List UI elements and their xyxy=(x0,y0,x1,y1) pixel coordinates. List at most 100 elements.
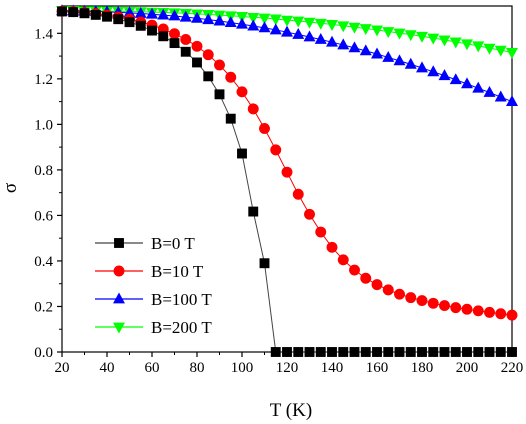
data-point xyxy=(270,144,282,156)
data-point xyxy=(472,305,484,317)
data-point xyxy=(123,6,136,18)
data-point xyxy=(79,8,90,19)
data-point xyxy=(57,6,67,17)
data-point xyxy=(360,272,372,284)
data-point xyxy=(179,10,192,22)
data-point xyxy=(247,103,259,115)
data-point xyxy=(192,57,202,68)
data-point xyxy=(202,49,214,61)
data-point xyxy=(506,95,518,107)
data-point xyxy=(258,13,271,25)
x-tick-label: 200 xyxy=(456,360,479,376)
data-point xyxy=(158,31,169,42)
data-point xyxy=(348,41,361,53)
x-tick-label: 80 xyxy=(190,360,205,376)
data-point xyxy=(472,81,485,93)
series-layer xyxy=(56,4,518,357)
data-point xyxy=(259,258,270,269)
data-point xyxy=(416,61,428,73)
legend-item: B=0 T xyxy=(95,234,195,253)
data-point xyxy=(427,65,440,77)
data-point xyxy=(326,35,338,47)
data-point xyxy=(113,14,124,25)
data-point xyxy=(135,20,146,31)
data-point xyxy=(473,347,484,357)
data-point xyxy=(461,39,473,51)
data-point xyxy=(450,302,462,314)
data-point xyxy=(247,19,260,31)
data-point xyxy=(180,46,191,57)
data-point xyxy=(314,32,327,44)
data-point xyxy=(214,59,225,71)
data-point xyxy=(102,11,112,22)
data-point xyxy=(348,22,361,34)
data-point xyxy=(393,28,406,40)
data-point xyxy=(472,41,485,53)
y-tick-label: 0.6 xyxy=(34,208,53,224)
data-point xyxy=(438,69,451,81)
x-tick-label: 60 xyxy=(145,360,160,376)
legend-item: B=200 T xyxy=(95,318,212,337)
legend-marker xyxy=(113,265,125,277)
data-point xyxy=(269,14,282,26)
data-point xyxy=(371,25,383,37)
y-axis-label: σ xyxy=(0,183,21,193)
data-point xyxy=(438,35,451,47)
y-tick-label: 0.8 xyxy=(34,163,53,179)
data-point xyxy=(416,295,428,307)
y-tick-label: 1.0 xyxy=(34,117,53,133)
data-point xyxy=(382,27,395,38)
data-point xyxy=(394,288,405,300)
data-point xyxy=(304,208,315,220)
data-point xyxy=(236,86,248,98)
legend-marker xyxy=(113,322,125,334)
data-point xyxy=(315,226,327,238)
data-point xyxy=(168,9,181,21)
y-tick-label: 0.0 xyxy=(34,345,53,361)
data-point xyxy=(359,24,372,36)
data-point xyxy=(124,17,135,28)
x-tick-label: 220 xyxy=(501,360,524,376)
data-point xyxy=(247,12,260,24)
data-point xyxy=(360,347,371,357)
data-point xyxy=(461,303,473,315)
plot-frame xyxy=(61,5,513,353)
legend-item: B=10 T xyxy=(95,262,204,281)
data-point xyxy=(191,11,203,23)
x-tick-label: 20 xyxy=(55,360,70,376)
data-point xyxy=(427,33,440,45)
plot-area xyxy=(61,5,513,353)
data-point xyxy=(169,38,180,49)
data-point xyxy=(303,30,316,42)
data-point xyxy=(428,347,439,357)
axes-layer xyxy=(57,10,513,357)
data-point xyxy=(315,347,326,357)
legend-label: B=10 T xyxy=(151,262,204,281)
data-point xyxy=(495,308,507,320)
data-point xyxy=(383,347,394,357)
data-point xyxy=(382,284,394,296)
data-point xyxy=(236,12,248,23)
data-point xyxy=(281,15,293,27)
data-point xyxy=(405,292,417,304)
data-point xyxy=(326,20,338,31)
data-point xyxy=(337,254,349,266)
data-point xyxy=(258,21,271,33)
data-point xyxy=(157,8,170,20)
data-point xyxy=(225,113,236,124)
y-tick-label: 0.4 xyxy=(34,254,53,270)
data-point xyxy=(337,38,350,50)
data-point xyxy=(483,86,496,97)
data-point xyxy=(338,347,349,357)
data-point xyxy=(146,7,158,19)
legend-marker xyxy=(114,238,124,248)
data-point xyxy=(281,25,293,37)
data-point xyxy=(483,43,496,55)
data-point xyxy=(147,25,157,36)
data-point xyxy=(449,73,462,85)
ticks-layer: 20 40 60 80 100 120 140 160 180 200 220 0.0 0.2 0.4 0.… xyxy=(34,26,523,376)
data-point xyxy=(382,50,395,62)
x-tick-label: 120 xyxy=(276,360,299,376)
data-point xyxy=(202,13,215,25)
data-point xyxy=(269,23,282,35)
